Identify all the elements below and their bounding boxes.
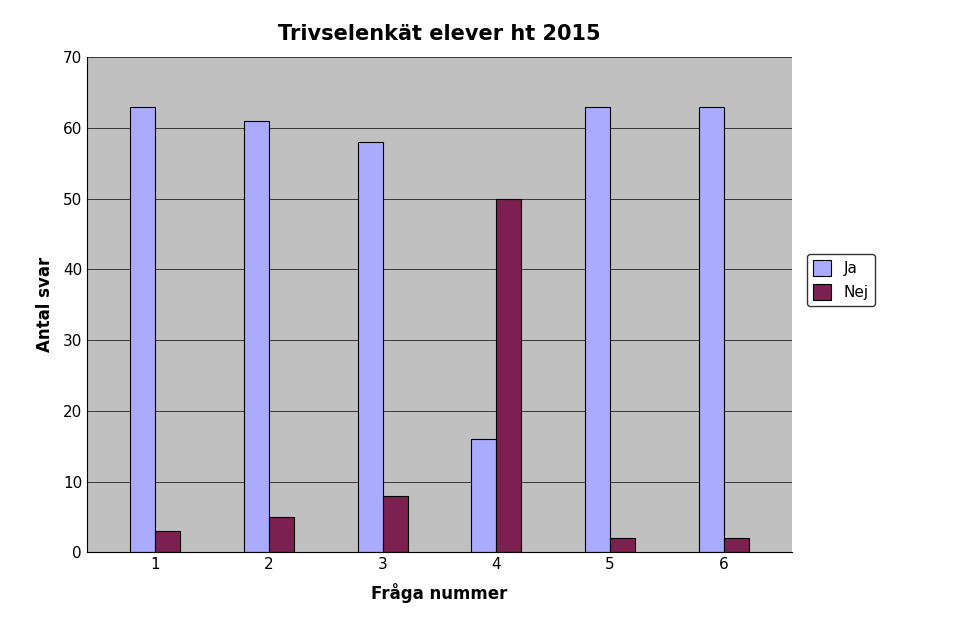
Legend: Ja, Nej: Ja, Nej [807,254,875,306]
Bar [269,517,294,552]
Bar [243,121,269,552]
Bar [497,199,522,552]
Bar [130,107,156,552]
Title: Trivselenkät elever ht 2015: Trivselenkät elever ht 2015 [278,25,601,44]
Bar [585,107,611,552]
X-axis label: Fråga nummer: Fråga nummer [371,584,508,603]
Bar [471,439,497,552]
Bar [698,107,724,552]
Bar [156,531,181,552]
Y-axis label: Antal svar: Antal svar [37,257,54,352]
Bar [724,538,749,552]
Bar [611,538,636,552]
Bar [383,496,408,552]
Bar [357,142,383,552]
